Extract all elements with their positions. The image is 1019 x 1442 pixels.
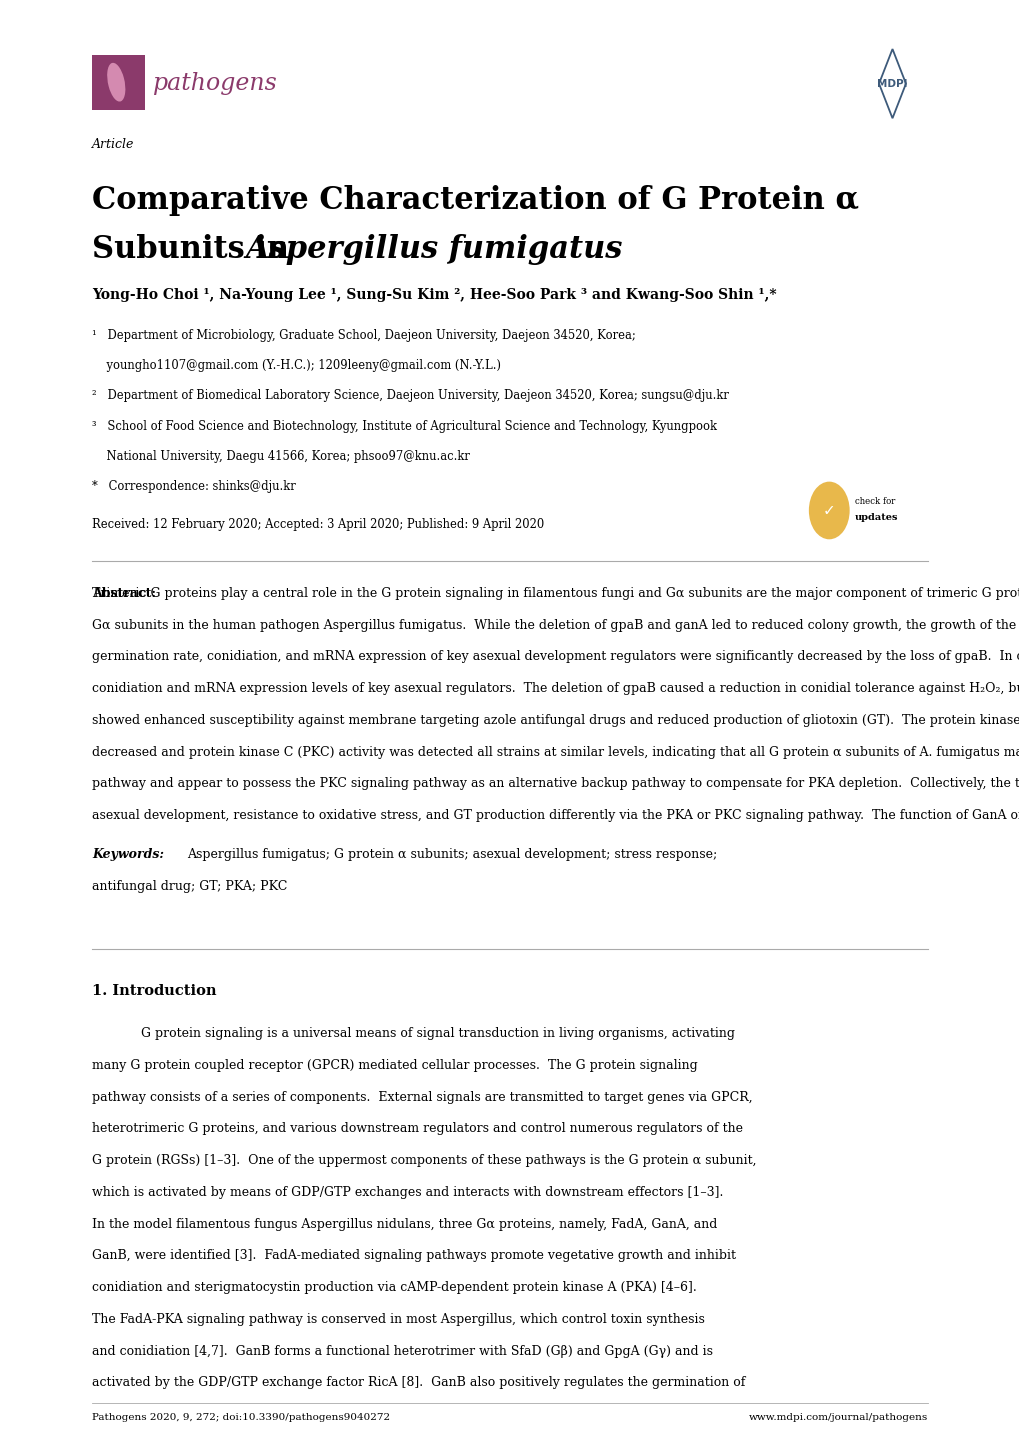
Text: G protein signaling is a universal means of signal transduction in living organi: G protein signaling is a universal means… bbox=[141, 1027, 734, 1040]
Text: In the model filamentous fungus Aspergillus nidulans, three Gα proteins, namely,: In the model filamentous fungus Aspergil… bbox=[92, 1217, 716, 1230]
Text: G protein (RGSs) [1–3].  One of the uppermost components of these pathways is th: G protein (RGSs) [1–3]. One of the upper… bbox=[92, 1154, 755, 1167]
Text: ¹   Department of Microbiology, Graduate School, Daejeon University, Daejeon 345: ¹ Department of Microbiology, Graduate S… bbox=[92, 329, 635, 342]
Text: showed enhanced susceptibility against membrane targeting azole antifungal drugs: showed enhanced susceptibility against m… bbox=[92, 714, 1019, 727]
Text: www.mdpi.com/journal/pathogens: www.mdpi.com/journal/pathogens bbox=[748, 1413, 927, 1422]
Text: Gα subunits in the human pathogen Aspergillus fumigatus.  While the deletion of : Gα subunits in the human pathogen Asperg… bbox=[92, 619, 1019, 632]
Circle shape bbox=[808, 482, 849, 539]
Text: pathogens: pathogens bbox=[153, 72, 277, 95]
Text: ✓: ✓ bbox=[822, 503, 835, 518]
Text: Comparative Characterization of G Protein α: Comparative Characterization of G Protei… bbox=[92, 185, 858, 215]
Text: antifungal drug; GT; PKA; PKC: antifungal drug; GT; PKA; PKC bbox=[92, 880, 287, 893]
Text: National University, Daegu 41566, Korea; phsoo97@knu.ac.kr: National University, Daegu 41566, Korea;… bbox=[92, 450, 469, 463]
Text: Aspergillus fumigatus: Aspergillus fumigatus bbox=[246, 234, 622, 264]
Text: pathway and appear to possess the PKC signaling pathway as an alternative backup: pathway and appear to possess the PKC si… bbox=[92, 777, 1019, 790]
Text: conidiation and mRNA expression levels of key asexual regulators.  The deletion : conidiation and mRNA expression levels o… bbox=[92, 682, 1019, 695]
Text: decreased and protein kinase C (PKC) activity was detected all strains at simila: decreased and protein kinase C (PKC) act… bbox=[92, 746, 1019, 758]
Text: *   Correspondence: shinks@dju.kr: * Correspondence: shinks@dju.kr bbox=[92, 480, 296, 493]
Text: Trimeric G proteins play a central role in the G protein signaling in filamentou: Trimeric G proteins play a central role … bbox=[92, 587, 1019, 600]
Text: check for: check for bbox=[854, 497, 895, 506]
Text: GanB, were identified [3].  FadA-mediated signaling pathways promote vegetative : GanB, were identified [3]. FadA-mediated… bbox=[92, 1249, 735, 1262]
Text: Keywords:: Keywords: bbox=[92, 848, 164, 861]
Text: conidiation and sterigmatocystin production via cAMP-dependent protein kinase A : conidiation and sterigmatocystin product… bbox=[92, 1280, 696, 1293]
Text: The FadA-PKA signaling pathway is conserved in most Aspergillus, which control t: The FadA-PKA signaling pathway is conser… bbox=[92, 1312, 704, 1325]
Text: and conidiation [4,7].  GanB forms a functional heterotrimer with SfaD (Gβ) and : and conidiation [4,7]. GanB forms a func… bbox=[92, 1344, 712, 1357]
Text: heterotrimeric G proteins, and various downstream regulators and control numerou: heterotrimeric G proteins, and various d… bbox=[92, 1122, 742, 1135]
FancyBboxPatch shape bbox=[92, 55, 145, 110]
Text: Pathogens 2020, 9, 272; doi:10.3390/pathogens9040272: Pathogens 2020, 9, 272; doi:10.3390/path… bbox=[92, 1413, 389, 1422]
Text: which is activated by means of GDP/GTP exchanges and interacts with downstream e: which is activated by means of GDP/GTP e… bbox=[92, 1185, 722, 1198]
Text: Received: 12 February 2020; Accepted: 3 April 2020; Published: 9 April 2020: Received: 12 February 2020; Accepted: 3 … bbox=[92, 518, 543, 531]
Text: Aspergillus fumigatus; G protein α subunits; asexual development; stress respons: Aspergillus fumigatus; G protein α subun… bbox=[186, 848, 716, 861]
Text: 1. Introduction: 1. Introduction bbox=[92, 983, 216, 998]
Ellipse shape bbox=[107, 63, 125, 101]
Text: many G protein coupled receptor (GPCR) mediated cellular processes.  The G prote: many G protein coupled receptor (GPCR) m… bbox=[92, 1058, 697, 1071]
Text: asexual development, resistance to oxidative stress, and GT production different: asexual development, resistance to oxida… bbox=[92, 809, 1019, 822]
Text: Article: Article bbox=[92, 138, 135, 151]
Text: germination rate, conidiation, and mRNA expression of key asexual development re: germination rate, conidiation, and mRNA … bbox=[92, 650, 1019, 663]
Text: updates: updates bbox=[854, 513, 898, 522]
Text: ³   School of Food Science and Biotechnology, Institute of Agricultural Science : ³ School of Food Science and Biotechnolo… bbox=[92, 420, 716, 433]
Text: MDPI: MDPI bbox=[876, 79, 907, 88]
Text: Yong-Ho Choi ¹, Na-Young Lee ¹, Sung-Su Kim ², Hee-Soo Park ³ and Kwang-Soo Shin: Yong-Ho Choi ¹, Na-Young Lee ¹, Sung-Su … bbox=[92, 288, 775, 303]
Text: Abstract:: Abstract: bbox=[92, 587, 156, 600]
Text: youngho1107@gmail.com (Y.-H.C.); 1209leeny@gmail.com (N.-Y.L.): youngho1107@gmail.com (Y.-H.C.); 1209lee… bbox=[92, 359, 500, 372]
Text: activated by the GDP/GTP exchange factor RicA [8].  GanB also positively regulat: activated by the GDP/GTP exchange factor… bbox=[92, 1376, 745, 1389]
Text: pathway consists of a series of components.  External signals are transmitted to: pathway consists of a series of componen… bbox=[92, 1090, 752, 1103]
Text: Subunits in: Subunits in bbox=[92, 234, 300, 264]
Text: ²   Department of Biomedical Laboratory Science, Daejeon University, Daejeon 345: ² Department of Biomedical Laboratory Sc… bbox=[92, 389, 728, 402]
